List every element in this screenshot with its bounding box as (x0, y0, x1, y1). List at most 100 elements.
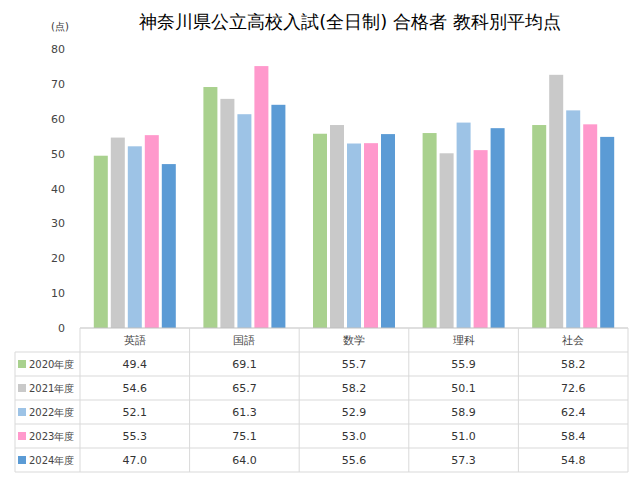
table-value: 50.1 (451, 382, 476, 395)
table-value: 49.4 (123, 358, 148, 371)
legend-swatch (18, 384, 26, 392)
table-value: 53.0 (342, 430, 367, 443)
table-value: 52.1 (123, 406, 148, 419)
table-value: 65.7 (232, 382, 257, 395)
table-value: 57.3 (451, 454, 476, 467)
bar (94, 156, 108, 328)
tick-mark (77, 153, 80, 154)
table-value: 55.9 (451, 358, 476, 371)
bar (347, 144, 361, 328)
legend-label: 2024年度 (29, 455, 74, 466)
tick-label: 30 (51, 217, 65, 230)
table-line (15, 448, 628, 449)
table-value: 55.3 (123, 430, 148, 443)
bar (474, 150, 488, 328)
bar (549, 75, 563, 328)
category-label: 国語 (233, 334, 255, 347)
bar (111, 138, 125, 328)
table-line (15, 472, 628, 473)
table-value: 58.4 (561, 430, 586, 443)
table-value: 69.1 (232, 358, 257, 371)
table-line (15, 352, 16, 472)
table-value: 61.3 (232, 406, 257, 419)
tick-label: 10 (51, 287, 65, 300)
bar (313, 134, 327, 328)
table-value: 58.2 (342, 382, 367, 395)
table-line (189, 328, 190, 472)
page: {"chart_data": {"type": "bar", "title": … (0, 0, 640, 478)
bar (566, 110, 580, 328)
tick-label: 40 (51, 183, 65, 196)
tick-label: 20 (51, 252, 65, 265)
table-value: 55.6 (342, 454, 367, 467)
bar (162, 164, 176, 328)
table-line (408, 328, 409, 472)
y-label: (点) (51, 21, 69, 32)
legend-swatch (18, 432, 26, 440)
legend-label: 2023年度 (29, 431, 74, 442)
bar (600, 137, 614, 328)
bar (457, 123, 471, 328)
tick-mark (77, 83, 80, 84)
table-value: 62.4 (561, 406, 586, 419)
table-value: 47.0 (123, 454, 148, 467)
table-line (80, 328, 81, 472)
table-line (628, 328, 629, 472)
tick-label: 60 (51, 113, 65, 126)
table-line (299, 328, 300, 472)
table-value: 58.2 (561, 358, 586, 371)
tick-mark (77, 49, 80, 50)
bar (532, 125, 546, 328)
tick-label: 50 (51, 148, 65, 161)
category-label: 社会 (562, 334, 584, 347)
bar (145, 135, 159, 328)
bar (330, 125, 344, 328)
bars (94, 66, 614, 328)
legend-swatch (18, 456, 26, 464)
tick-label: 0 (58, 322, 65, 335)
category-label: 理科 (453, 334, 475, 347)
table-line (15, 376, 628, 377)
tick-mark (77, 188, 80, 189)
tick-mark (77, 293, 80, 294)
axis-line (80, 328, 628, 329)
table-value: 54.6 (123, 382, 148, 395)
tick-mark (77, 118, 80, 119)
title: 神奈川県公立高校入試(全日制) 合格者 教科別平均点 (139, 11, 561, 32)
table-value: 64.0 (232, 454, 257, 467)
table-line (518, 328, 519, 472)
tick-label: 80 (51, 43, 65, 56)
table-value: 52.9 (342, 406, 367, 419)
table-line (15, 352, 628, 353)
table-value: 72.6 (561, 382, 586, 395)
table-value: 75.1 (232, 430, 257, 443)
bar (237, 114, 251, 328)
legend-swatch (18, 360, 26, 368)
bar (381, 134, 395, 328)
table-line (15, 424, 628, 425)
bar (583, 124, 597, 328)
legend-swatch (18, 408, 26, 416)
category-label: 数学 (343, 334, 365, 347)
table-line (15, 400, 628, 401)
bar (364, 143, 378, 328)
tick-label: 70 (51, 78, 65, 91)
bar (254, 66, 268, 328)
legend-label: 2021年度 (29, 383, 74, 394)
bar (128, 146, 142, 328)
bar (220, 99, 234, 328)
table-value: 51.0 (451, 430, 476, 443)
legend-label: 2022年度 (29, 407, 74, 418)
bar (440, 153, 454, 328)
bar (203, 87, 217, 328)
legend-label: 2020年度 (29, 359, 74, 370)
bar (491, 128, 505, 328)
tick-mark (77, 223, 80, 224)
bar (271, 105, 285, 328)
table-value: 58.9 (451, 406, 476, 419)
table-value: 54.8 (561, 454, 586, 467)
category-label: 英語 (124, 334, 146, 347)
bar (423, 133, 437, 328)
tick-mark (77, 258, 80, 259)
table-value: 55.7 (342, 358, 367, 371)
